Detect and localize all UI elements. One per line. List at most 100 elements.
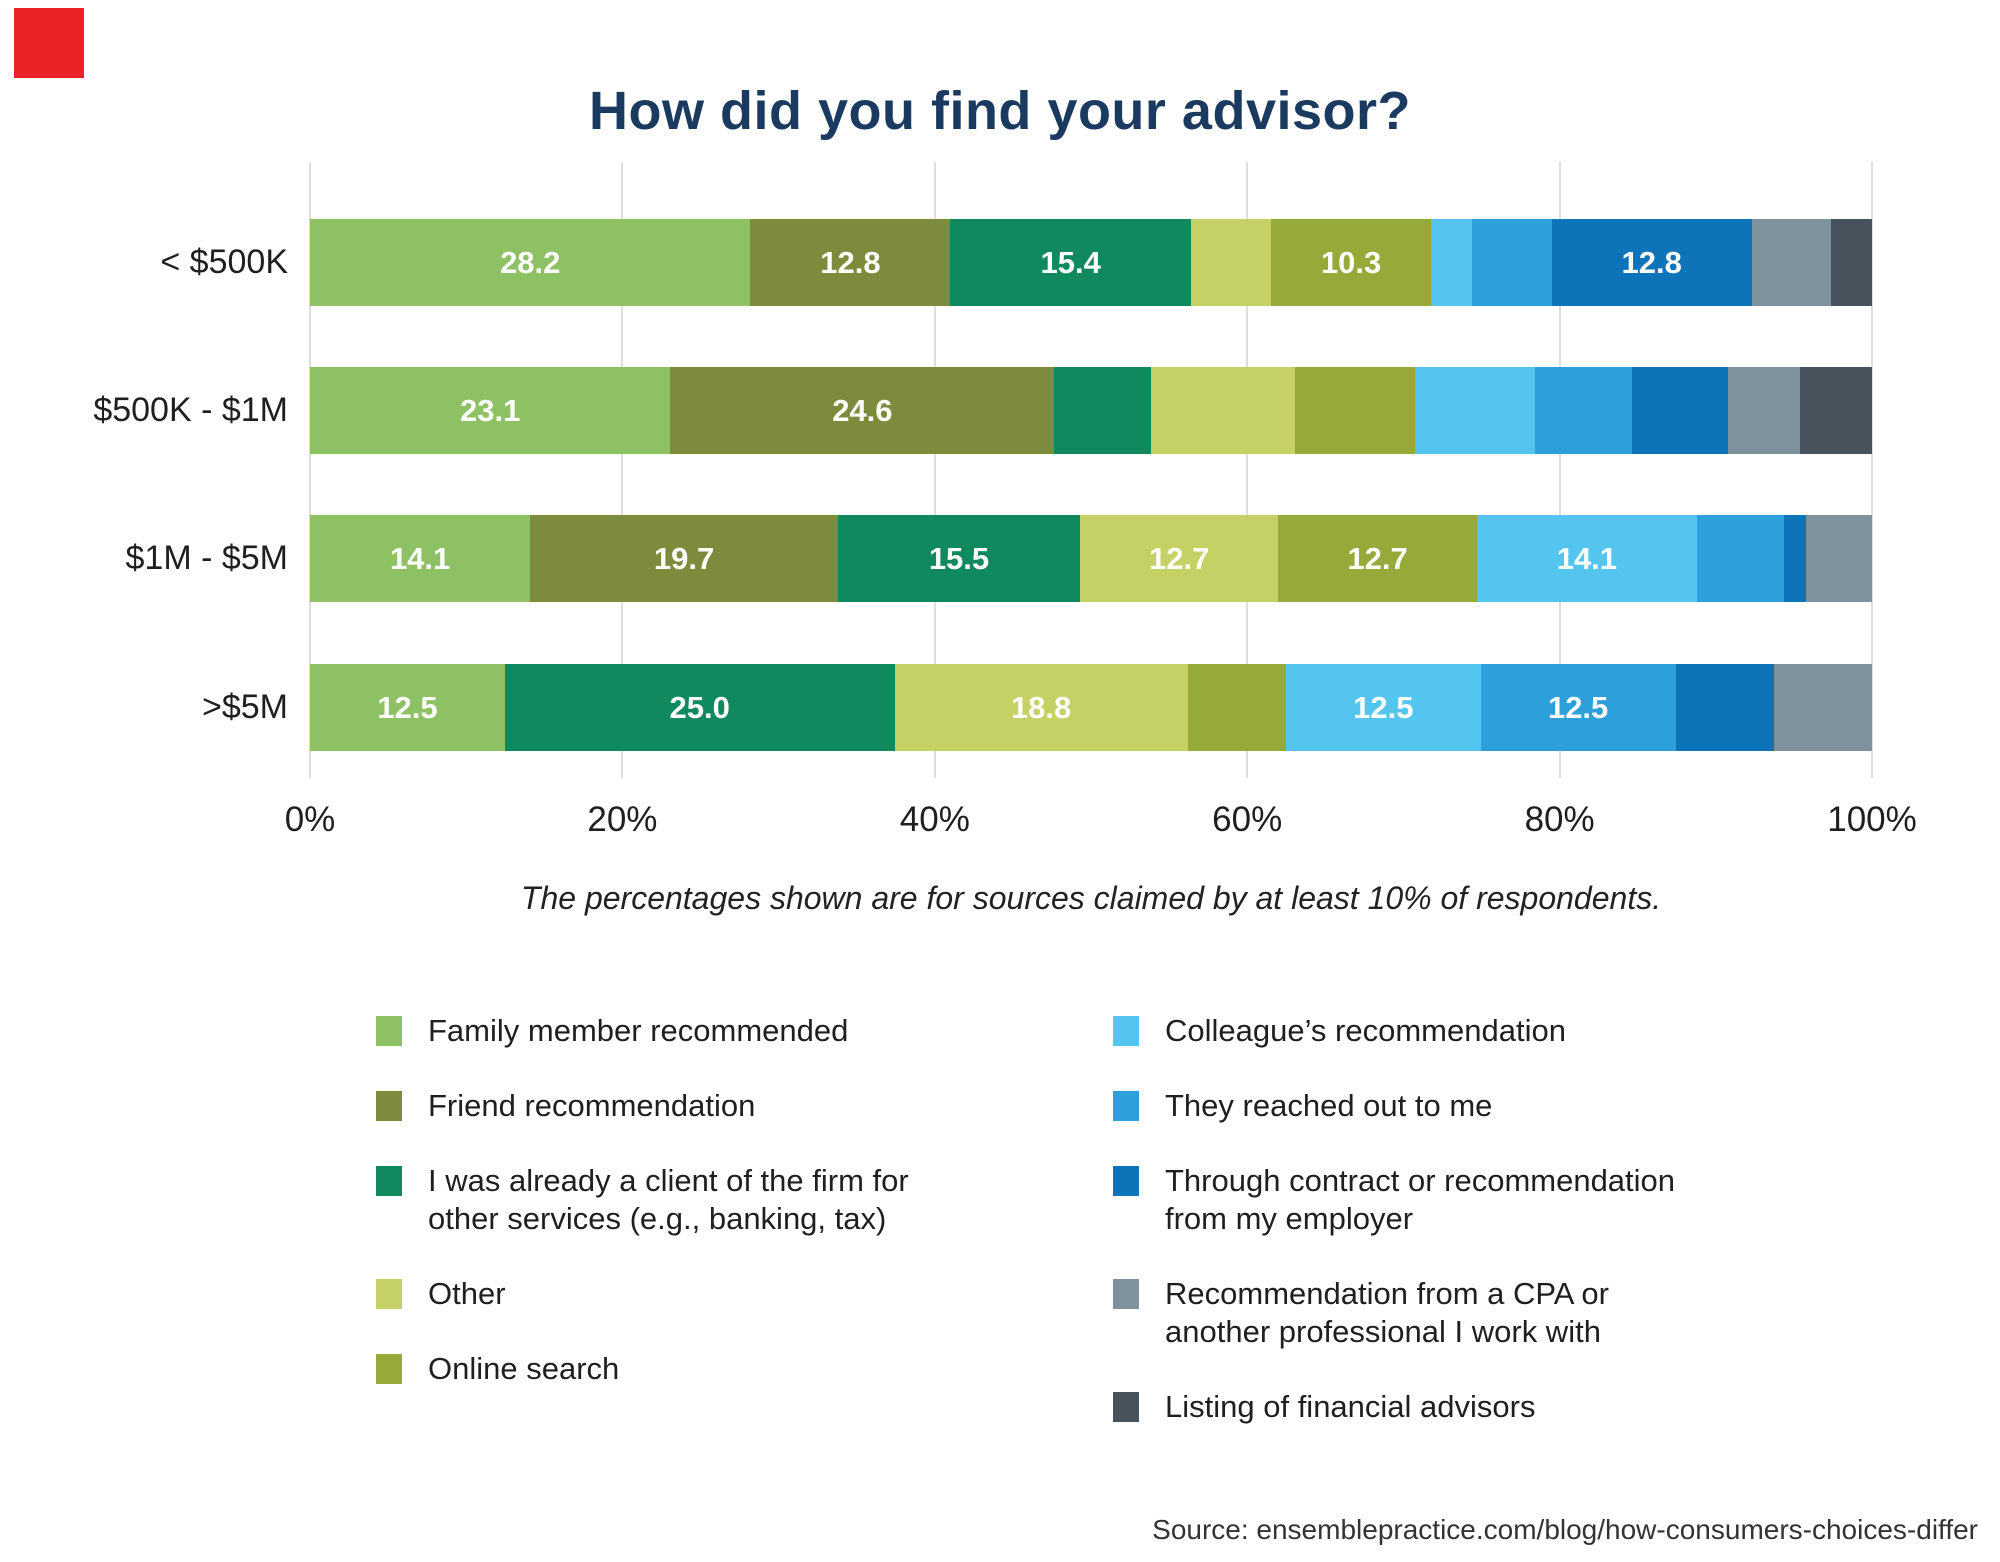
bar-segment: 14.1 <box>310 515 531 602</box>
bar-segment <box>1728 367 1801 454</box>
legend-label: Online search <box>428 1351 620 1386</box>
gridline <box>1871 162 1873 778</box>
category-label: < $500K <box>160 243 288 281</box>
legend-swatch <box>1113 1166 1139 1196</box>
bar-row: 28.2 12.8 15.4 10.3 12.8 <box>310 219 1872 306</box>
bar-segment-label: 24.6 <box>832 392 893 428</box>
legend-item: They reached out to me <box>1113 1087 1813 1125</box>
bar-segment: 15.5 <box>837 515 1081 602</box>
bar-segment: 12.5 <box>310 664 505 751</box>
bar-segment-label: 18.8 <box>1010 689 1072 725</box>
bar-segment <box>1784 515 1807 602</box>
bar-segment: 12.7 <box>1080 515 1279 602</box>
bar-segment: 15.4 <box>950 219 1191 306</box>
legend-swatch <box>1113 1016 1139 1046</box>
bar-segment-label: 12.7 <box>1149 540 1210 576</box>
bar-segment <box>1675 664 1774 751</box>
bar-segment-label: 15.4 <box>1040 244 1101 280</box>
bar-segment <box>1773 664 1872 751</box>
bar-segment-label: 14.1 <box>389 540 451 576</box>
bar-segment: 25.0 <box>504 664 895 751</box>
legend-left-column: Family member recommended Friend recommen… <box>376 1012 1036 1388</box>
bar-segment-label: 14.1 <box>1556 540 1618 576</box>
chart-title: How did you find your advisor? <box>588 81 1412 142</box>
bar-segment: 12.5 <box>1285 664 1481 751</box>
bar-row: 23.1 24.6 <box>310 367 1872 454</box>
bar-segment <box>1190 219 1271 306</box>
x-tick-label: 0% <box>284 800 336 839</box>
bar-segment-label: 28.2 <box>500 244 561 280</box>
category-label: $500K - $1M <box>93 391 288 429</box>
bar-segment: 23.1 <box>310 367 671 454</box>
legend-swatch <box>1113 1279 1139 1309</box>
legend-item: Friend recommendation <box>376 1087 1036 1125</box>
bar-segment <box>1151 367 1295 454</box>
bar-segment-label: 19.7 <box>653 540 715 576</box>
legend-item: Listing of financial advisors <box>1113 1388 1813 1426</box>
legend-swatch <box>1113 1091 1139 1121</box>
gridline <box>621 162 624 778</box>
bar-segment-label: 12.7 <box>1347 540 1408 576</box>
gridline <box>1246 162 1249 778</box>
bar-segment <box>1187 664 1286 751</box>
chart-caption: The percentages shown are for sources cl… <box>520 880 1662 916</box>
x-tick-label: 40% <box>899 800 970 839</box>
bar-segment-label: 15.5 <box>928 540 990 576</box>
legend-label: Colleague’s recommendation <box>1165 1013 1566 1048</box>
bar-segment <box>1054 367 1152 454</box>
bar-segment <box>1472 219 1552 306</box>
legend-swatch <box>376 1354 402 1384</box>
bar-segment <box>1800 367 1872 454</box>
bar-segment: 28.2 <box>310 219 751 306</box>
bar-segment: 12.8 <box>750 219 951 306</box>
x-tick-label: 20% <box>587 800 658 839</box>
legend-label: Recommendation from a CPA or another pro… <box>1165 1276 1609 1349</box>
bar-segment-label: 12.8 <box>820 244 881 280</box>
bar-segment: 14.1 <box>1476 515 1697 602</box>
bar-segment-label: 12.5 <box>1353 689 1414 725</box>
legend-item: I was already a client of the firm for o… <box>376 1162 1036 1238</box>
category-label: >$5M <box>202 688 288 726</box>
bar-row: 14.1 19.7 15.5 12.7 12.7 14.1 <box>310 515 1872 602</box>
bar-segment: 10.3 <box>1270 219 1432 306</box>
source-text: Source: ensemblepractice.com/blog/how-co… <box>1152 1514 1978 1545</box>
bar-segment <box>1831 219 1872 306</box>
bar-segment: 19.7 <box>530 515 838 602</box>
gridline <box>933 162 936 778</box>
legend-label: I was already a client of the firm for o… <box>428 1163 909 1236</box>
x-axis: 0% 20% 40% 60% 80% 100% <box>285 800 1917 844</box>
bar-segment: 18.8 <box>894 664 1188 751</box>
bar-segment <box>1294 367 1415 454</box>
bar-segment <box>1631 367 1729 454</box>
legend-item: Online search <box>376 1350 1036 1388</box>
x-tick-label: 60% <box>1212 800 1283 839</box>
legend-label: Friend recommendation <box>428 1088 756 1123</box>
bar-segment <box>1431 219 1473 306</box>
legend-swatch <box>376 1166 402 1196</box>
bar-segment <box>1697 515 1785 602</box>
bar-segment: 12.5 <box>1480 664 1676 751</box>
x-tick-label: 100% <box>1827 800 1917 839</box>
legend-label: They reached out to me <box>1165 1088 1493 1123</box>
bar-segment <box>1806 515 1872 602</box>
bar-segment <box>1751 219 1832 306</box>
category-label: $1M - $5M <box>125 539 289 577</box>
bar-segment-label: 12.5 <box>1547 689 1609 725</box>
legend-label: Other <box>428 1276 506 1311</box>
gridline <box>1558 162 1561 778</box>
legend-item: Recommendation from a CPA or another pro… <box>1113 1275 1813 1351</box>
x-tick-label: 80% <box>1524 800 1595 839</box>
bar-segment: 12.7 <box>1278 515 1477 602</box>
bar-segment-label: 23.1 <box>460 392 521 428</box>
bar-segment-label: 10.3 <box>1320 244 1382 280</box>
legend-label: Listing of financial advisors <box>1165 1389 1536 1424</box>
bar-segment: 12.8 <box>1551 219 1752 306</box>
bar-segment <box>1414 367 1535 454</box>
bar-segment <box>1534 367 1632 454</box>
plot-area: 28.2 12.8 15.4 10.3 12.8 23.1 24.6 14.1 19.7 15.5… <box>309 162 1873 778</box>
bar-segment-label: 25.0 <box>669 689 730 725</box>
legend-swatch <box>376 1279 402 1309</box>
legend-swatch <box>1113 1392 1139 1422</box>
legend-label: Family member recommended <box>428 1013 849 1048</box>
legend-item: Colleague’s recommendation <box>1113 1012 1813 1050</box>
